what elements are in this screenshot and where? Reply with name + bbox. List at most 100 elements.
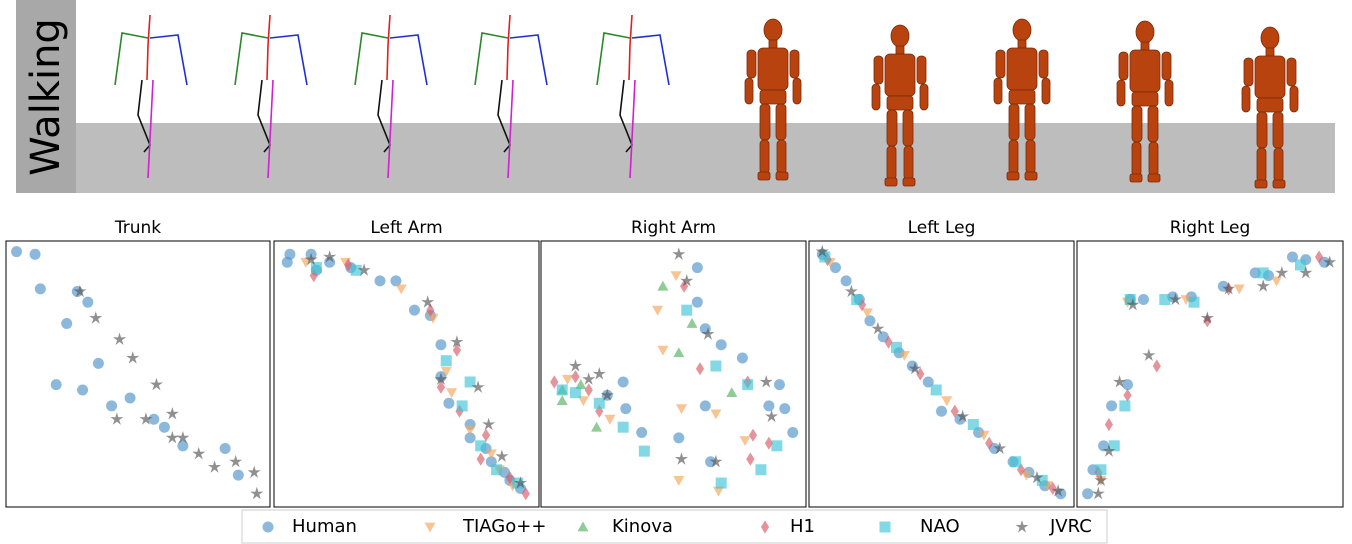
point bbox=[471, 380, 485, 393]
point bbox=[742, 379, 754, 391]
point bbox=[680, 274, 694, 287]
point bbox=[840, 275, 852, 287]
point bbox=[110, 412, 124, 425]
legend-label: NAO bbox=[920, 516, 960, 537]
point bbox=[715, 339, 727, 351]
point bbox=[1098, 440, 1110, 452]
point bbox=[82, 296, 94, 308]
point bbox=[985, 436, 994, 450]
point bbox=[652, 305, 664, 316]
point bbox=[106, 400, 118, 412]
point bbox=[861, 308, 873, 319]
point bbox=[577, 396, 589, 407]
legend-marker bbox=[577, 521, 589, 532]
legend-marker bbox=[262, 521, 274, 533]
point bbox=[61, 317, 73, 329]
point bbox=[92, 357, 104, 369]
panel-title: Right Leg bbox=[1170, 218, 1251, 238]
point bbox=[673, 476, 685, 486]
point bbox=[591, 421, 603, 432]
point bbox=[440, 366, 452, 377]
point bbox=[709, 454, 723, 468]
point bbox=[73, 284, 87, 298]
point bbox=[452, 343, 461, 357]
point bbox=[1123, 388, 1132, 402]
point bbox=[701, 327, 715, 340]
point bbox=[593, 397, 605, 409]
point bbox=[89, 311, 103, 324]
point bbox=[978, 430, 990, 441]
panel-title: Left Arm bbox=[370, 218, 442, 238]
point bbox=[672, 247, 686, 260]
point bbox=[617, 421, 629, 433]
point bbox=[513, 476, 527, 489]
point bbox=[993, 441, 1007, 454]
point bbox=[456, 400, 468, 412]
legend-marker bbox=[879, 521, 891, 533]
point bbox=[864, 315, 876, 327]
point bbox=[482, 417, 496, 431]
point bbox=[1256, 279, 1270, 292]
point bbox=[464, 376, 476, 388]
point bbox=[691, 262, 703, 274]
point bbox=[681, 304, 693, 316]
ground bbox=[76, 123, 1335, 193]
point bbox=[481, 428, 491, 442]
point bbox=[890, 341, 902, 353]
point bbox=[787, 427, 799, 439]
legend-label: TIAGo++ bbox=[462, 516, 546, 537]
point bbox=[1257, 267, 1269, 279]
point bbox=[421, 295, 435, 308]
point bbox=[165, 407, 179, 420]
point bbox=[1323, 255, 1337, 268]
legend-marker bbox=[1015, 520, 1029, 533]
point bbox=[177, 440, 189, 452]
point bbox=[139, 412, 153, 425]
point bbox=[434, 372, 448, 385]
point bbox=[357, 263, 371, 276]
point bbox=[505, 471, 514, 485]
point bbox=[764, 436, 773, 450]
legend-label: H1 bbox=[790, 516, 815, 537]
point bbox=[1200, 311, 1214, 324]
point bbox=[250, 486, 264, 500]
point bbox=[584, 383, 593, 397]
point bbox=[884, 335, 893, 349]
point bbox=[815, 244, 829, 258]
point bbox=[344, 258, 353, 272]
point bbox=[208, 460, 222, 473]
point bbox=[232, 469, 244, 481]
point bbox=[844, 284, 858, 298]
point bbox=[408, 304, 420, 316]
point bbox=[310, 262, 322, 274]
point bbox=[476, 452, 485, 466]
point bbox=[1108, 440, 1120, 452]
point bbox=[1082, 488, 1094, 500]
point bbox=[676, 404, 687, 415]
point bbox=[395, 284, 407, 295]
point bbox=[657, 345, 669, 356]
point bbox=[1152, 359, 1161, 373]
point bbox=[350, 264, 362, 276]
point bbox=[739, 436, 751, 446]
point bbox=[908, 361, 922, 375]
point bbox=[771, 440, 783, 452]
point bbox=[521, 487, 530, 501]
point bbox=[1233, 284, 1245, 295]
point bbox=[495, 449, 509, 462]
point bbox=[1102, 444, 1116, 457]
legend-marker bbox=[424, 522, 436, 533]
point bbox=[550, 375, 559, 389]
point bbox=[715, 477, 727, 489]
point bbox=[1095, 464, 1107, 476]
point bbox=[1168, 292, 1182, 306]
point bbox=[819, 251, 831, 263]
point bbox=[165, 431, 179, 444]
point bbox=[440, 355, 452, 367]
point bbox=[124, 392, 136, 404]
point bbox=[851, 294, 863, 306]
point bbox=[779, 403, 791, 415]
point bbox=[450, 335, 464, 348]
